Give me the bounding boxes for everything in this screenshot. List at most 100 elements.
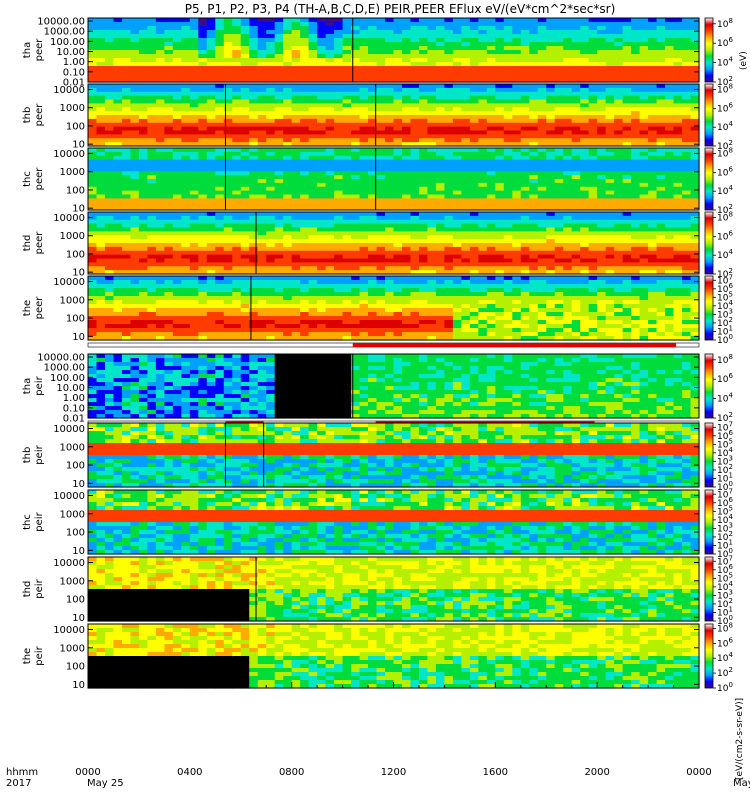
colorbar: [704, 147, 714, 211]
y-tick-label: 10000: [53, 149, 85, 160]
y-tick-label: 100.00: [50, 373, 85, 384]
y-label-instrument: peir: [34, 578, 45, 598]
panel-frame: [87, 83, 700, 147]
x-date-start: May 25: [87, 778, 124, 789]
x-tick-label: 0400: [177, 767, 202, 778]
y-tick-label: 100: [66, 121, 85, 132]
panel-frame: [87, 489, 700, 555]
colorbar: [704, 211, 714, 275]
heatmap-cells: [88, 18, 700, 83]
x-tick-label: 0000: [686, 767, 711, 778]
y-tick-label: 10000: [53, 558, 85, 569]
y-label-probe: tha: [22, 378, 33, 394]
colorbar-tick-label: 106: [717, 101, 733, 114]
y-tick-label: 1000: [60, 509, 85, 520]
x-label-bottom: 2017: [6, 778, 31, 789]
y-label-probe: the: [22, 648, 33, 664]
y-tick-label: 100: [66, 185, 85, 196]
y-tick-label: 100: [66, 662, 85, 673]
heatmap-cells: [88, 84, 700, 147]
colorbar-tick-label: 106: [717, 372, 733, 385]
y-label-instrument: peer: [34, 231, 45, 255]
colorbar-tick-label: 100: [717, 681, 733, 694]
colorbar: [704, 17, 714, 83]
y-tick-label: 10000: [53, 277, 85, 288]
panel-frame: [87, 17, 700, 83]
panel-frame: [87, 422, 700, 488]
colorbar: [704, 489, 714, 555]
x-label-top: hhmm: [6, 767, 38, 778]
y-label-probe: tha: [22, 42, 33, 58]
y-tick-label: 1.00: [63, 57, 85, 68]
heatmap-cells: [88, 557, 700, 622]
y-tick-label: 1000: [60, 103, 85, 114]
panel-stack: 10000.001000.00100.0010.001.000.100.01th…: [22, 17, 733, 694]
y-tick-label: 1000: [60, 576, 85, 587]
colorbar: [704, 83, 714, 147]
colorbar-tick-label: 106: [717, 36, 733, 49]
y-tick-label: 1000: [60, 295, 85, 306]
y-tick-label: 100: [66, 595, 85, 606]
y-tick-label: 1000: [60, 442, 85, 453]
y-tick-label: 1.00: [63, 393, 85, 404]
y-label-probe: thc: [22, 171, 33, 187]
x-tick-label: 0000: [75, 767, 100, 778]
y-tick-label: 10: [72, 613, 85, 624]
panel-frame: [87, 147, 700, 211]
y-tick-label: 10000.00: [37, 353, 85, 364]
y-tick-label: 0.01: [63, 414, 85, 425]
heatmap-cells: [88, 276, 700, 341]
y-label-instrument: peer: [34, 296, 45, 320]
y-tick-label: 100: [66, 314, 85, 325]
y-label-instrument: peer: [34, 38, 45, 62]
y-tick-label: 10: [72, 140, 85, 151]
y-tick-label: 10000.00: [37, 17, 85, 28]
y-tick-label: 1000.00: [44, 363, 85, 374]
colorbar-tick-label: 106: [717, 636, 733, 649]
y-tick-label: 10: [72, 268, 85, 279]
y-label-probe: thd: [22, 581, 33, 598]
y-tick-label: 10.00: [56, 47, 85, 58]
x-date-end: May 26: [733, 778, 750, 789]
colorbar-tick-label: 108: [717, 17, 733, 30]
y-tick-label: 10.00: [56, 383, 85, 394]
x-tick-label: 1200: [381, 767, 406, 778]
colorbar-tick-label: 102: [717, 666, 733, 679]
y-tick-label: 1000: [60, 643, 85, 654]
y-tick-label: 1000: [60, 167, 85, 178]
x-tick-label: 1600: [483, 767, 508, 778]
colorbar: [704, 623, 714, 689]
panel-frame: [87, 556, 700, 622]
y-tick-label: 1000: [60, 231, 85, 242]
y-tick-label: 100: [66, 461, 85, 472]
x-tick-label: 0800: [279, 767, 304, 778]
y-label-probe: thd: [22, 235, 33, 252]
y-label-instrument: peer: [34, 103, 45, 127]
colorbar-side-text: (eV): [739, 51, 749, 70]
colorbar-tick-label: 104: [717, 56, 733, 69]
y-tick-label: 10000: [53, 85, 85, 96]
y-tick-label: 1000.00: [44, 27, 85, 38]
colorbar-tick-label: 104: [717, 392, 733, 405]
y-tick-label: 10000: [53, 424, 85, 435]
heatmap-cells: [88, 423, 700, 488]
colorbar-label: [eV/(cm2-s-sr-eV)]: [735, 698, 745, 780]
y-label-probe: the: [22, 300, 33, 316]
y-tick-label: 0.10: [63, 403, 85, 414]
chart-title: P5, P1, P2, P3, P4 (TH-A,B,C,D,E) PEIR,P…: [185, 2, 616, 16]
y-tick-label: 100: [66, 528, 85, 539]
y-label-probe: thc: [22, 514, 33, 530]
x-tick-label: 2000: [584, 767, 609, 778]
colorbar-tick-label: 108: [717, 353, 733, 366]
heatmap-cells: [88, 148, 700, 211]
y-tick-label: 10: [72, 204, 85, 215]
colorbar: [704, 275, 714, 341]
y-label-instrument: peer: [34, 167, 45, 191]
colorbar-tick-label: 106: [717, 229, 733, 242]
